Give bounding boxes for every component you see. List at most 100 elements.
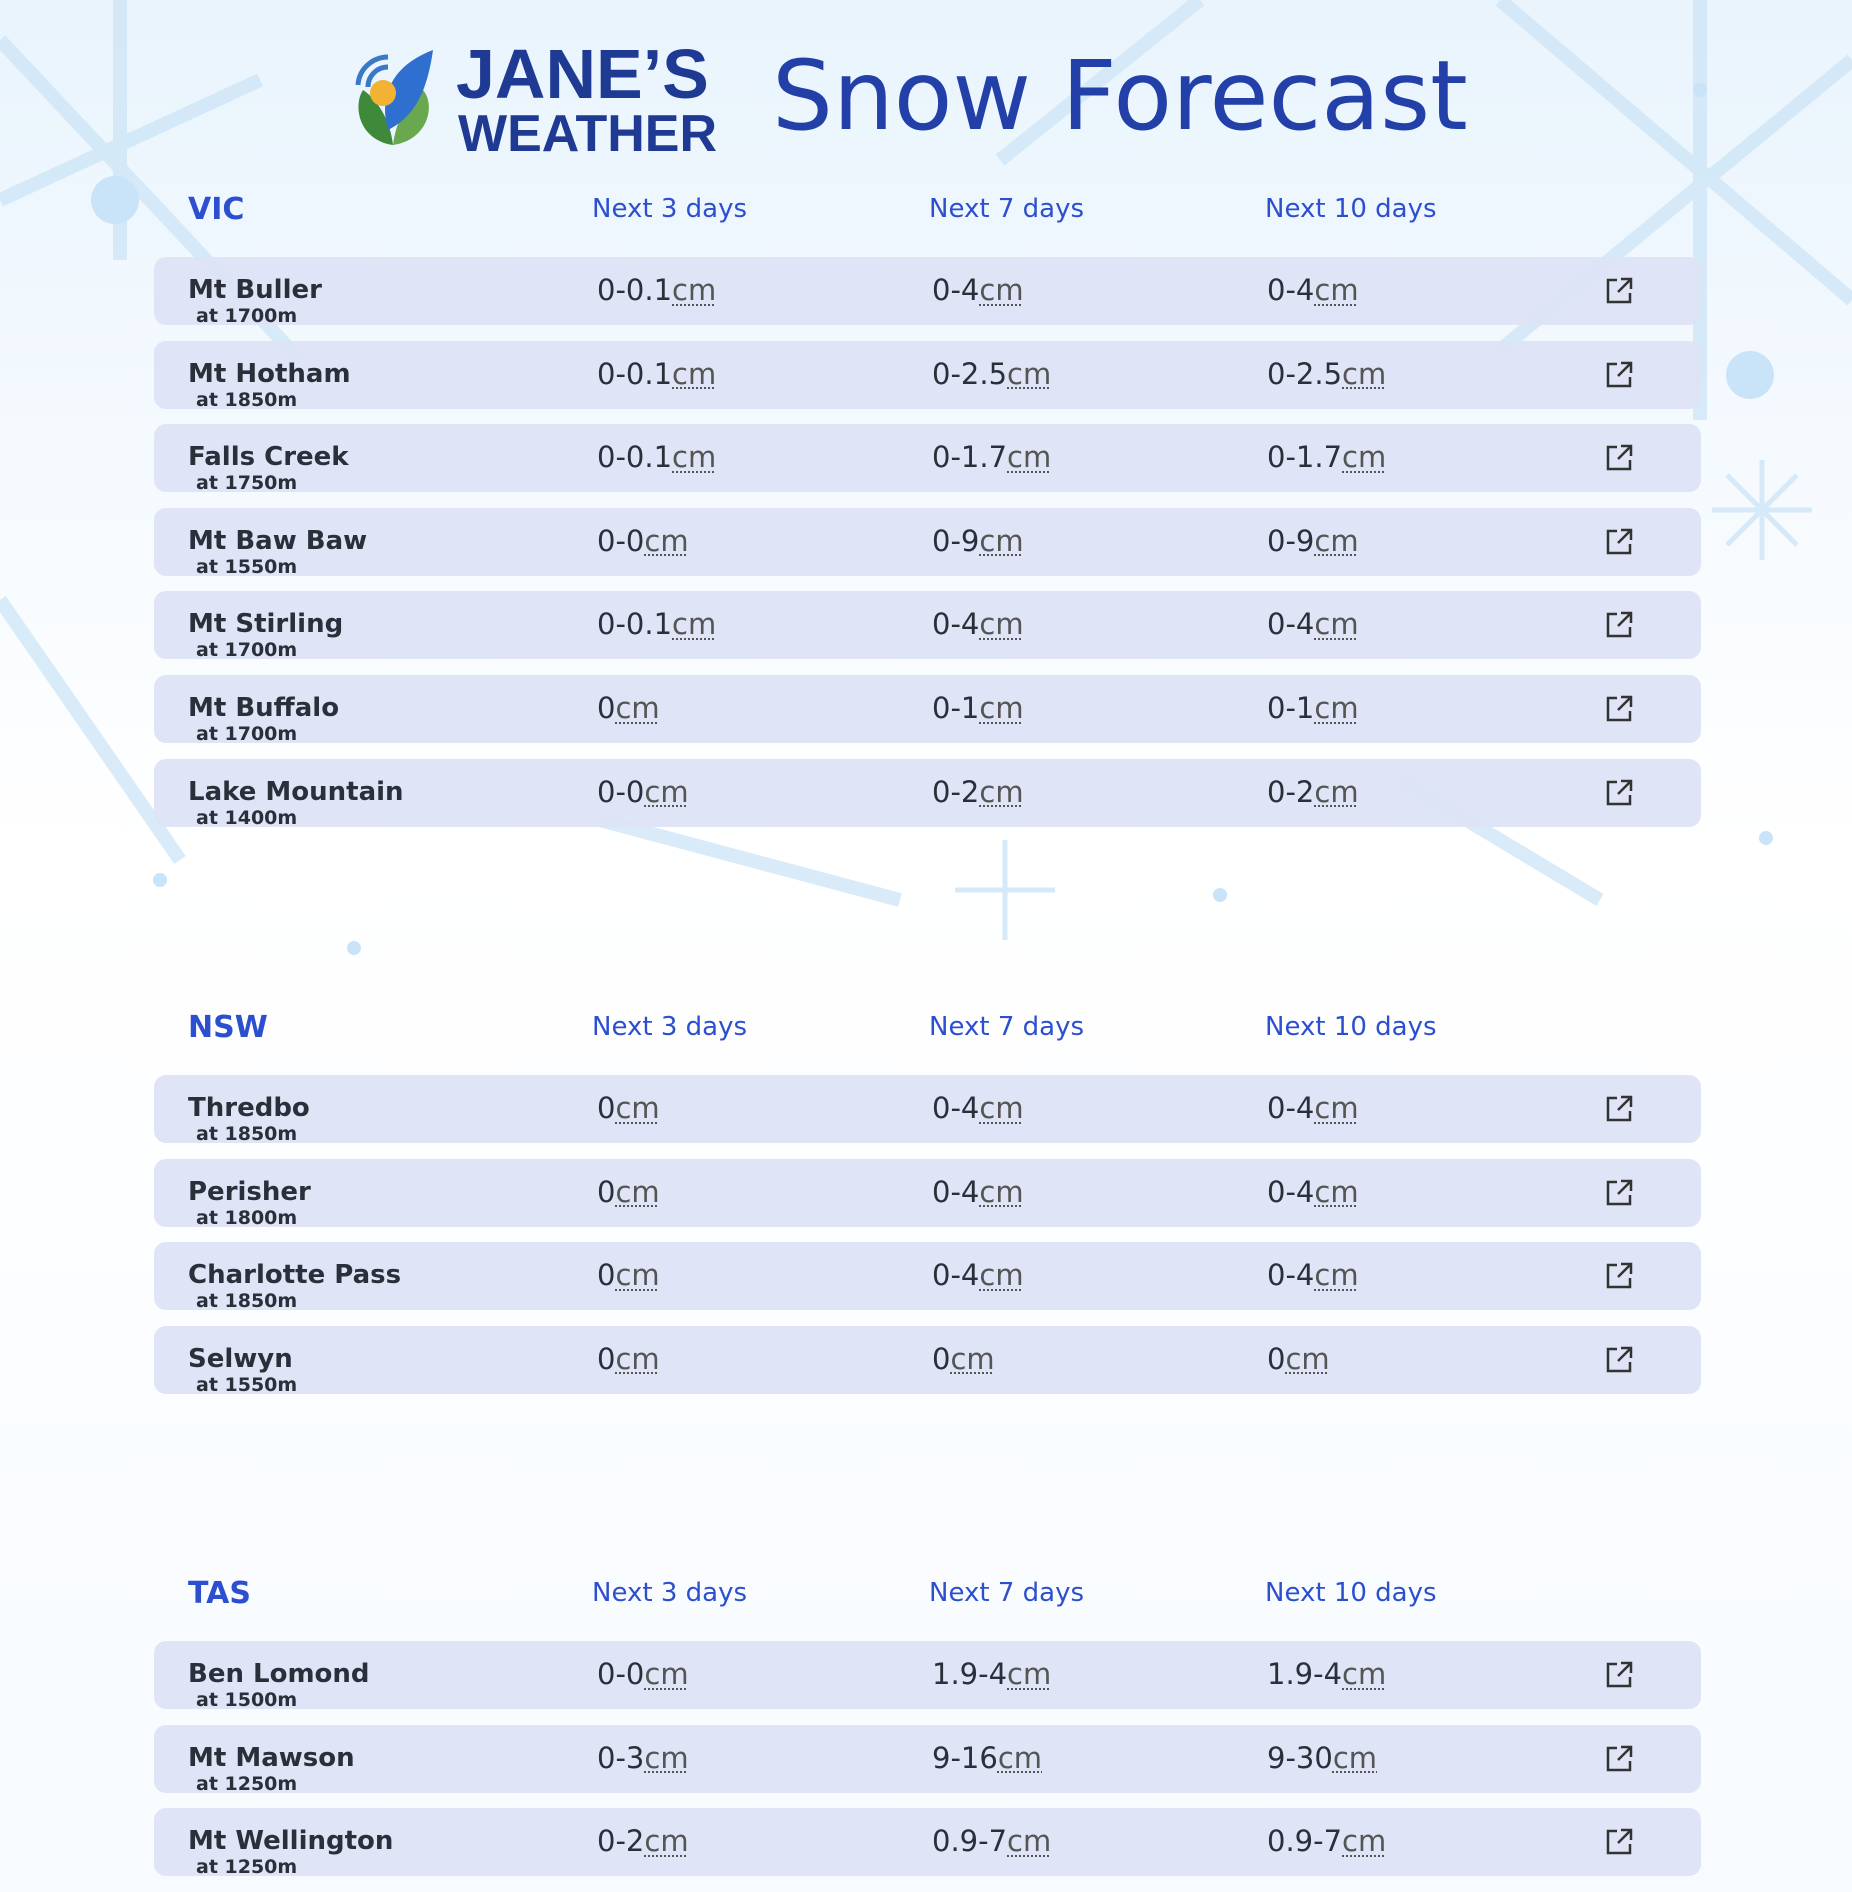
unit: cm (979, 774, 1024, 809)
column-header: Next 7 days (929, 194, 1085, 224)
unit: cm (979, 691, 1024, 725)
elevation: at 1400m (196, 806, 298, 829)
amount: 1.9-4 (932, 1657, 1008, 1691)
amount: 0-1.7 (932, 440, 1008, 475)
unit: cm (1314, 1174, 1359, 1209)
resort-row: Mt Mawson at 1250m 0-3cm 9-16cm 9-30cm (154, 1724, 1701, 1795)
snow-amount: 0-2cm (597, 1824, 689, 1858)
external-link[interactable] (1604, 1660, 1634, 1690)
resort-label: Perisher at 1800m (188, 1177, 311, 1229)
amount: 0 (597, 691, 616, 725)
external-link[interactable] (1604, 610, 1634, 640)
amount: 0 (597, 1174, 616, 1209)
amount: 0 (1267, 1341, 1286, 1376)
elevation: at 1700m (196, 639, 298, 662)
unit: cm (1007, 356, 1052, 391)
external-link[interactable] (1604, 1261, 1634, 1291)
resort-row: Thredbo at 1850m 0cm 0-4cm 0-4cm (154, 1075, 1701, 1145)
unit: cm (1342, 356, 1387, 391)
logo-icon (355, 50, 433, 145)
snow-amount: 0-4cm (932, 1091, 1024, 1125)
external-link[interactable] (1604, 1827, 1634, 1857)
unit: cm (1342, 1657, 1387, 1691)
amount: 0-2.5 (932, 356, 1008, 391)
unit: cm (1342, 440, 1387, 475)
elevation: at 1500m (196, 1689, 298, 1711)
resort-name: Mt Buffalo (188, 693, 340, 723)
snow-amount: 1.9-4cm (1267, 1657, 1386, 1691)
unit: cm (1314, 774, 1359, 809)
snow-amount: 0cm (1267, 1342, 1330, 1376)
resort-label: Mt Buffalo at 1700m (188, 693, 339, 745)
resort-label: Falls Creek at 1750m (188, 442, 349, 494)
unit: cm (1007, 440, 1052, 475)
snow-amount: 0.9-7cm (932, 1824, 1051, 1858)
external-link[interactable] (1604, 360, 1634, 390)
unit: cm (1332, 1740, 1378, 1775)
amount: 0.9-7 (1267, 1824, 1343, 1859)
resort-row: Mt Hotham at 1850m 0-0.1cm 0-2.5cm 0-2.5cm (154, 340, 1701, 411)
snow-amount: 0-0.1cm (597, 440, 716, 474)
unit: cm (672, 356, 717, 391)
resort-row: Lake Mountain at 1400m 0-0cm 0-2cm 0-2cm (154, 758, 1701, 829)
unit: cm (1285, 1341, 1330, 1376)
external-link[interactable] (1604, 1178, 1634, 1208)
snow-amount: 0-9cm (1267, 524, 1359, 558)
amount: 0-9 (1267, 523, 1315, 558)
amount: 0 (932, 1341, 951, 1376)
column-header: Next 10 days (1265, 1012, 1437, 1042)
resort-name: Mt Wellington (188, 1826, 394, 1857)
resort-row: Selwyn at 1550m 0cm 0cm 0cm (154, 1325, 1701, 1396)
unit: cm (615, 1341, 660, 1376)
resort-name: Falls Creek (188, 442, 349, 473)
snow-amount: 0-2cm (932, 775, 1024, 809)
elevation: at 1850m (196, 1290, 298, 1313)
external-link[interactable] (1604, 694, 1634, 724)
snow-amount: 0-0cm (597, 1657, 689, 1691)
elevation: at 1250m (196, 1856, 298, 1879)
resort-label: Selwyn at 1550m (188, 1344, 297, 1396)
external-link[interactable] (1604, 276, 1634, 306)
resort-label: Mt Mawson at 1250m (188, 1743, 355, 1795)
external-link[interactable] (1604, 778, 1634, 808)
external-link[interactable] (1604, 1345, 1634, 1375)
external-link[interactable] (1604, 1744, 1634, 1774)
external-link[interactable] (1604, 527, 1634, 557)
snow-amount: 0-0cm (597, 775, 689, 809)
elevation: at 1850m (196, 1123, 298, 1145)
amount: 0-4 (1267, 273, 1315, 307)
unit: cm (644, 1657, 689, 1691)
snow-amount: 0-2.5cm (1267, 357, 1386, 391)
page-title: Snow Forecast (772, 40, 1468, 152)
resort-name: Mt Hotham (188, 358, 351, 389)
elevation: at 1750m (196, 472, 298, 495)
elevation: at 1700m (196, 723, 298, 745)
snow-amount: 0-0.1cm (597, 357, 716, 391)
external-link[interactable] (1604, 1094, 1634, 1124)
snow-amount: 0-9cm (932, 524, 1024, 558)
amount: 9-16 (932, 1740, 998, 1775)
unit: cm (615, 1258, 660, 1293)
resort-row: Mt Buller at 1700m 0-0.1cm 0-4cm 0-4cm (154, 257, 1701, 327)
external-link[interactable] (1604, 443, 1634, 473)
snow-amount: 0-4cm (1267, 1258, 1359, 1292)
snow-amount: 0-3cm (597, 1741, 689, 1775)
snow-amount: 0-2.5cm (932, 357, 1051, 391)
unit: cm (1314, 607, 1359, 642)
resort-name: Ben Lomond (188, 1659, 370, 1689)
amount: 0-0.1 (597, 440, 673, 475)
amount: 0-4 (1267, 607, 1315, 642)
unit: cm (1314, 1091, 1359, 1125)
snow-amount: 0cm (597, 1258, 660, 1292)
resort-row: Mt Baw Baw at 1550m 0-0cm 0-9cm 0-9cm (154, 507, 1701, 578)
unit: cm (1314, 1258, 1359, 1293)
snow-amount: 0cm (932, 1342, 995, 1376)
snow-amount: 0-0cm (597, 524, 689, 558)
amount: 0.9-7 (932, 1824, 1008, 1859)
unit: cm (1007, 1824, 1052, 1859)
unit: cm (997, 1740, 1043, 1775)
resort-row: Mt Wellington at 1250m 0-2cm 0.9-7cm 0.9-7cm (154, 1808, 1701, 1879)
unit: cm (644, 1824, 689, 1859)
amount: 0-4 (1267, 1258, 1315, 1293)
